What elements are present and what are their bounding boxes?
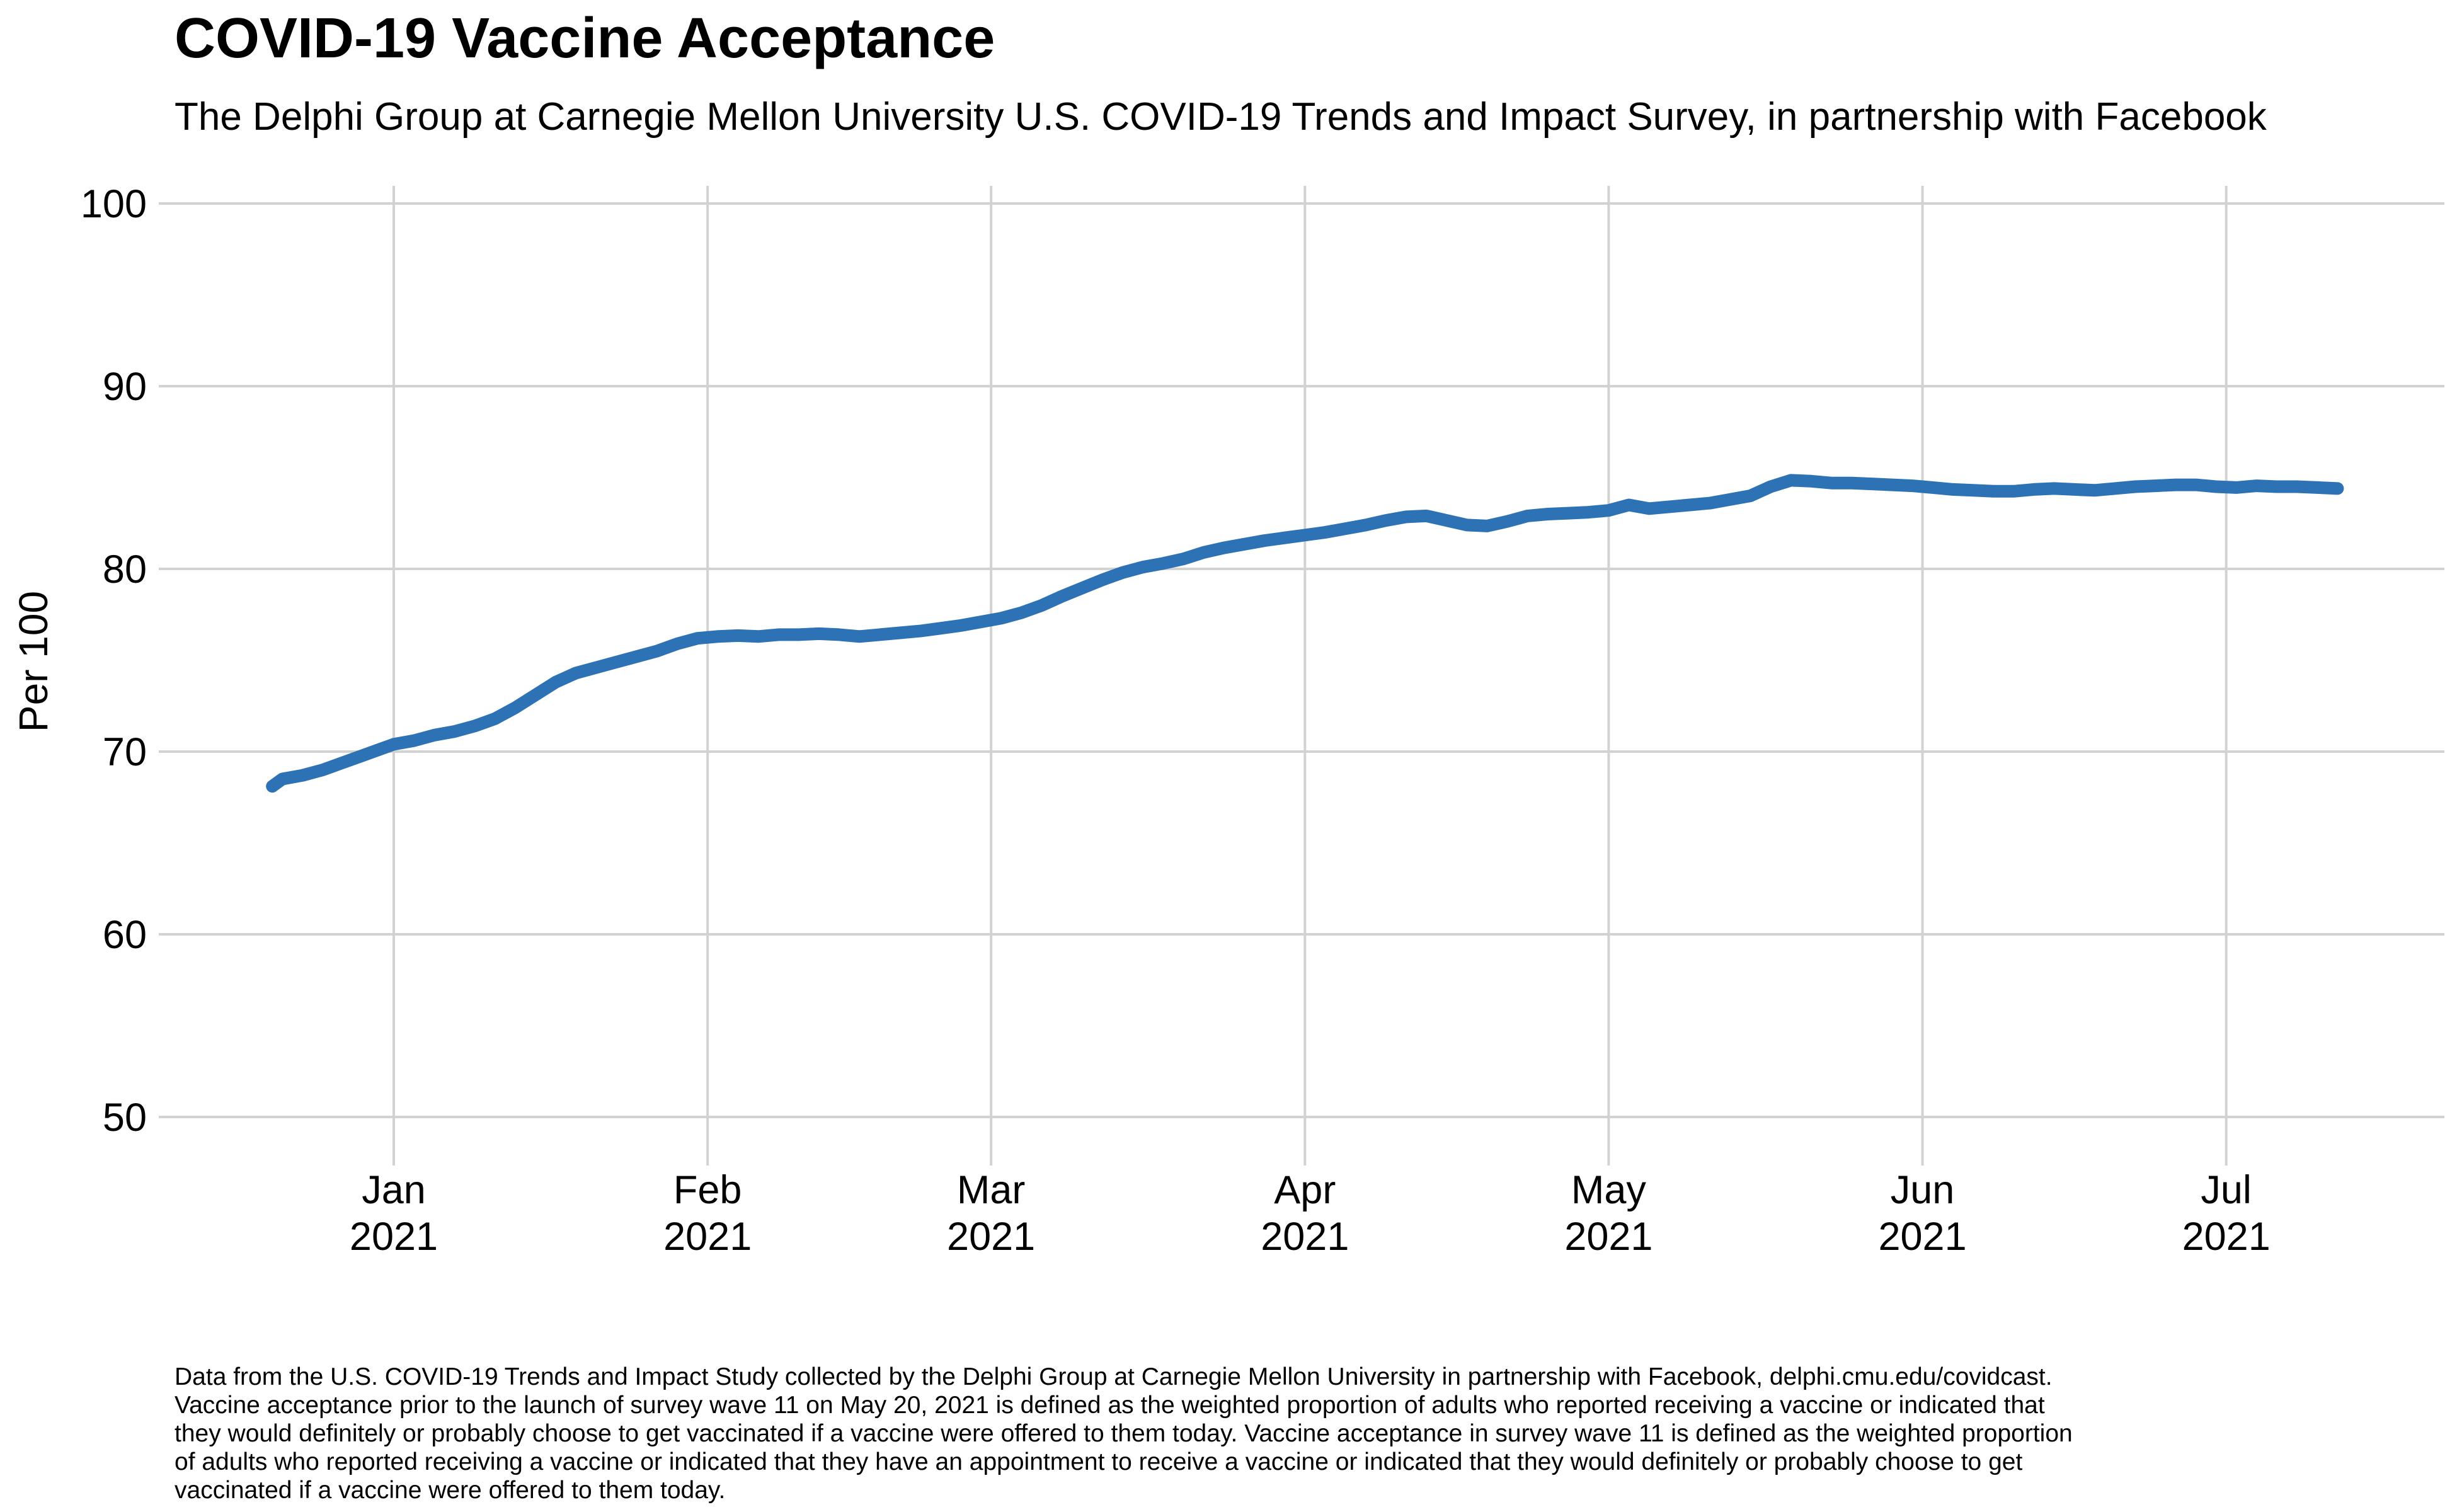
x-tick-year-label: 2021 — [1878, 1215, 1966, 1259]
y-tick-label: 100 — [81, 182, 147, 226]
footnote-line: Data from the U.S. COVID-19 Trends and I… — [175, 1363, 2053, 1390]
x-tick-month-label: Jan — [362, 1168, 426, 1212]
x-tick-year-label: 2021 — [350, 1215, 438, 1259]
x-tick-month-label: Feb — [673, 1168, 742, 1212]
footnote: Data from the U.S. COVID-19 Trends and I… — [175, 1363, 2073, 1504]
footnote-line: they would definitely or probably choose… — [175, 1420, 2073, 1447]
x-tick-month-label: Jun — [1891, 1168, 1955, 1212]
x-tick-month-label: Jul — [2201, 1168, 2252, 1212]
x-tick-year-label: 2021 — [2182, 1215, 2271, 1259]
y-axis-label: Per 100 — [11, 591, 56, 732]
y-tick-label: 60 — [103, 913, 147, 957]
x-tick-year-label: 2021 — [947, 1215, 1035, 1259]
x-tick-month-label: May — [1571, 1168, 1647, 1212]
y-tick-label: 50 — [103, 1096, 147, 1140]
vaccine-acceptance-line — [266, 474, 2344, 793]
footnote-line: of adults who reported receiving a vacci… — [175, 1448, 2023, 1475]
y-tick-label: 90 — [103, 365, 147, 409]
x-tick-year-label: 2021 — [1564, 1215, 1652, 1259]
chart-title: COVID-19 Vaccine Acceptance — [175, 7, 995, 70]
footnote-line: vaccinated if a vaccine were offered to … — [175, 1477, 726, 1504]
y-tick-label: 80 — [103, 547, 147, 592]
y-tick-label: 70 — [103, 730, 147, 774]
x-tick-month-label: Apr — [1274, 1168, 1336, 1212]
x-tick-month-label: Mar — [957, 1168, 1026, 1212]
chart-subtitle: The Delphi Group at Carnegie Mellon Univ… — [175, 95, 2267, 139]
x-tick-year-label: 2021 — [663, 1215, 752, 1259]
x-tick-year-label: 2021 — [1261, 1215, 1349, 1259]
footnote-line: Vaccine acceptance prior to the launch o… — [175, 1392, 2045, 1419]
